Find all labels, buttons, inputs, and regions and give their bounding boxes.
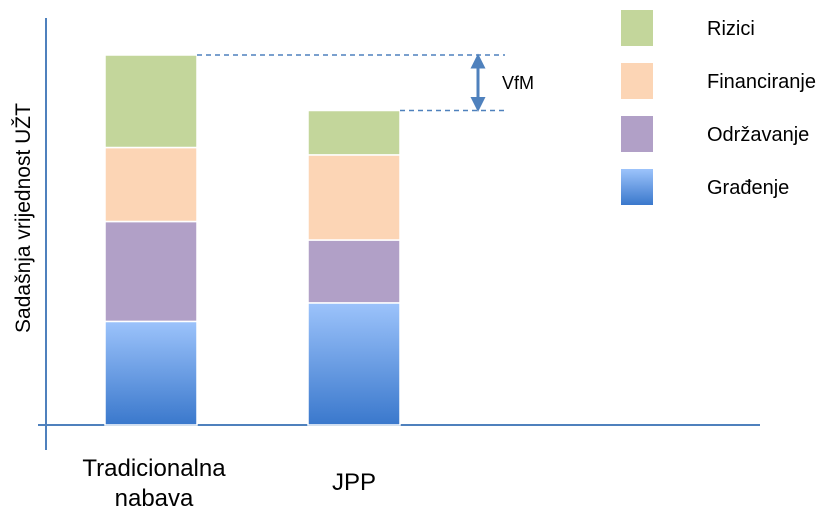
bar-segment-građenje-2	[307, 302, 401, 426]
category-label-1-line1: Tradicionalna	[82, 455, 226, 482]
legend-label-financiranje: Financiranje	[707, 71, 816, 93]
category-label-1-line2: nabava	[115, 485, 194, 512]
legend-label-građenje: Građenje	[707, 177, 789, 199]
bars-group	[104, 54, 401, 426]
legend-swatch-financiranje	[621, 63, 653, 99]
legend-swatch-građenje	[621, 169, 653, 205]
legend-swatch-rizici	[621, 10, 653, 46]
bar-segment-financiranje-2	[307, 154, 401, 241]
legend-label-održavanje: Održavanje	[707, 124, 809, 146]
bar-segment-financiranje-1	[104, 146, 198, 223]
vfm-label: VfM	[502, 73, 534, 93]
category-label-2: JPP	[332, 469, 376, 496]
legend-label-rizici: Rizici	[707, 18, 755, 40]
y-axis-label: Sadašnja vrijednost UŽT	[12, 103, 35, 333]
legend-swatch-održavanje	[621, 116, 653, 152]
vfm-annotation: VfM	[197, 53, 534, 112]
bar-segment-održavanje-1	[104, 220, 198, 323]
bar-segment-građenje-1	[104, 320, 198, 426]
legend: Rizici Financiranje Održavanje Građenje	[621, 10, 816, 205]
bar-segment-rizici-1	[104, 54, 198, 149]
bar-segment-održavanje-2	[307, 239, 401, 304]
bar-segment-rizici-2	[307, 109, 401, 156]
